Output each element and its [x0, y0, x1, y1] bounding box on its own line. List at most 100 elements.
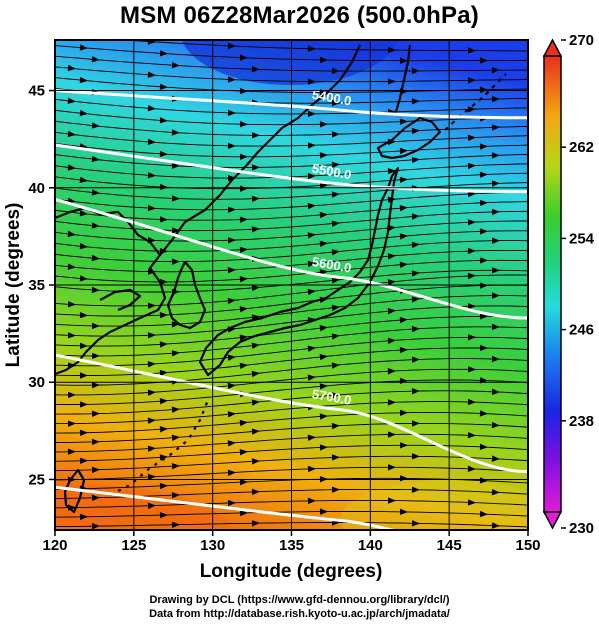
- wind-arrowhead: [491, 124, 500, 131]
- contour-label: 5600.0: [311, 254, 353, 276]
- wind-arrowhead: [319, 56, 328, 64]
- wind-arrowhead: [251, 458, 260, 465]
- wind-arrowhead: [479, 443, 488, 451]
- x-axis-title: Longitude (degrees): [200, 561, 383, 582]
- wind-arrowhead: [331, 220, 340, 227]
- wind-arrowhead: [307, 172, 316, 180]
- wind-arrowhead: [479, 199, 488, 207]
- wind-arrowhead: [147, 138, 156, 146]
- wind-arrowhead: [399, 205, 408, 212]
- streamline: [55, 401, 528, 425]
- wind-arrowhead: [79, 210, 88, 217]
- wind-arrowhead: [79, 457, 88, 465]
- wind-arrowhead: [387, 431, 396, 438]
- wind-arrowhead: [479, 86, 488, 93]
- wind-arrowhead: [411, 453, 420, 460]
- wind-arrowhead: [399, 118, 408, 125]
- contour-layer: 5400.0 5500.0 5600.0 5700.0: [55, 87, 528, 530]
- wind-arrowhead: [171, 258, 180, 265]
- wind-arrowhead: [251, 284, 260, 292]
- wind-arrowhead: [387, 78, 396, 85]
- x-tick-label: 120: [42, 537, 67, 554]
- wind-arrowhead: [331, 99, 340, 107]
- wind-arrowhead: [491, 292, 500, 299]
- streamline: [55, 336, 528, 367]
- wind-arrowhead: [67, 420, 76, 427]
- wind-arrowhead: [491, 488, 500, 496]
- wind-arrowhead: [171, 62, 180, 69]
- wind-arrowhead: [147, 71, 156, 78]
- wind-arrowhead: [171, 129, 180, 136]
- wind-arrowhead: [411, 296, 420, 303]
- wind-arrowhead: [91, 155, 100, 163]
- wind-arrowhead: [467, 162, 476, 170]
- wind-arrowhead: [479, 282, 488, 289]
- wind-arrowhead: [411, 213, 420, 220]
- wind-arrowhead: [307, 288, 316, 296]
- wind-arrowhead: [307, 45, 316, 52]
- wind-arrowhead: [307, 142, 316, 149]
- streamline: [55, 358, 528, 386]
- wind-arrowhead: [491, 355, 500, 363]
- wind-arrowhead: [411, 98, 420, 105]
- wind-arrowhead: [239, 509, 248, 517]
- wind-arrowhead: [227, 174, 236, 182]
- wind-arrowhead: [159, 426, 168, 433]
- wind-arrowhead: [79, 429, 88, 437]
- y-axis-title: Latitude (degrees): [3, 203, 24, 368]
- wind-arrowhead: [239, 275, 248, 283]
- wind-arrowhead: [91, 466, 100, 474]
- colorbar-tick-label: 246: [569, 322, 594, 339]
- wind-arrowhead: [331, 454, 340, 461]
- x-tick-label: 145: [437, 537, 462, 554]
- wind-arrowhead: [171, 434, 180, 441]
- wind-arrowhead: [411, 270, 420, 277]
- wind-arrowhead: [307, 232, 316, 239]
- wind-arrowhead: [319, 508, 328, 515]
- wind-arrowhead: [91, 494, 100, 502]
- wind-arrowhead: [171, 227, 180, 234]
- wind-arrowhead: [147, 361, 156, 368]
- height-contour: [55, 485, 399, 530]
- wind-arrowhead: [467, 465, 476, 472]
- wind-arrowhead: [79, 243, 88, 250]
- wind-arrowhead: [251, 520, 260, 527]
- streamline: [55, 249, 528, 273]
- wind-arrowhead: [399, 233, 408, 240]
- height-contour: [55, 353, 528, 474]
- wind-arrowhead: [479, 57, 488, 64]
- wind-arrowhead: [307, 345, 316, 352]
- wind-arrowhead: [147, 302, 156, 309]
- wind-arrowhead: [491, 522, 500, 529]
- wind-arrowhead: [227, 42, 236, 50]
- wind-arrowhead: [79, 312, 88, 319]
- wind-arrowhead: [307, 497, 316, 505]
- wind-arrowhead: [307, 260, 316, 268]
- wind-arrowhead: [319, 121, 328, 128]
- x-tick-label: 150: [515, 537, 540, 554]
- map-title: MSM 06Z28Mar2026 (500.0hPa): [120, 2, 479, 29]
- y-tick-label: 40: [28, 180, 45, 197]
- wind-arrowhead: [91, 322, 100, 330]
- wind-arrowhead: [159, 183, 168, 191]
- wind-arrowhead: [171, 406, 180, 413]
- streamline: [55, 230, 528, 252]
- wind-arrowhead: [227, 499, 236, 507]
- streamline: [55, 368, 528, 396]
- wind-arrowhead: [331, 277, 340, 284]
- wind-arrowhead: [91, 222, 100, 229]
- wind-arrowhead: [387, 224, 396, 232]
- wind-arrowhead: [239, 334, 248, 341]
- wind-arrowhead: [159, 117, 168, 124]
- wind-arrowhead: [319, 211, 328, 219]
- wind-arrowhead: [331, 161, 340, 169]
- wind-arrowhead: [331, 304, 340, 311]
- wind-arrowhead: [227, 109, 236, 117]
- wind-arrowhead: [239, 185, 248, 192]
- wind-arrowhead: [479, 510, 488, 518]
- wind-arrowhead: [239, 448, 248, 456]
- coastline-taiwan: [63, 468, 86, 514]
- wind-arrowhead: [251, 66, 260, 73]
- wind-arrowhead: [159, 511, 168, 519]
- wind-arrowhead: [467, 398, 476, 406]
